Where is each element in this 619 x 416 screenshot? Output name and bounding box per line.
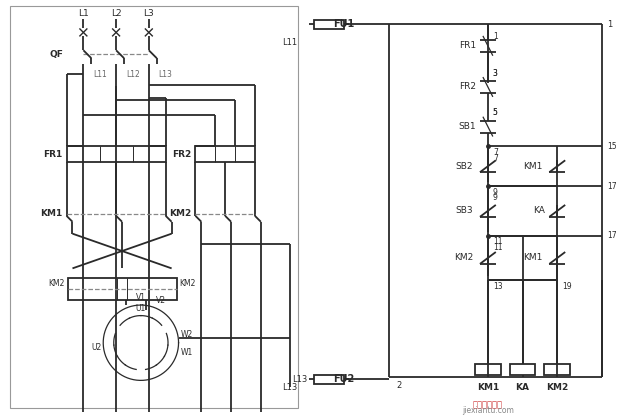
Text: L1: L1 bbox=[78, 9, 89, 18]
Text: L11: L11 bbox=[93, 69, 107, 79]
Text: W2: W2 bbox=[181, 330, 193, 339]
Text: L12: L12 bbox=[126, 69, 140, 79]
Text: KM1: KM1 bbox=[477, 383, 499, 392]
Text: 1: 1 bbox=[493, 32, 498, 41]
Text: L3: L3 bbox=[144, 9, 154, 18]
Text: FR1: FR1 bbox=[459, 41, 476, 50]
Bar bbox=[475, 364, 501, 376]
Text: SB1: SB1 bbox=[458, 122, 476, 131]
Text: 15: 15 bbox=[607, 142, 617, 151]
Text: FU1: FU1 bbox=[333, 20, 354, 30]
Text: KM2: KM2 bbox=[454, 253, 473, 262]
Bar bbox=[314, 375, 344, 384]
Bar bbox=[196, 146, 255, 162]
Text: L11: L11 bbox=[282, 38, 298, 47]
Text: U2: U2 bbox=[91, 343, 102, 352]
Text: L2: L2 bbox=[111, 9, 121, 18]
Text: 11: 11 bbox=[493, 237, 503, 246]
Text: KM2: KM2 bbox=[48, 279, 64, 288]
Text: KM2: KM2 bbox=[546, 383, 568, 392]
Text: 17: 17 bbox=[607, 231, 617, 240]
Text: KA: KA bbox=[534, 206, 545, 215]
Text: 3: 3 bbox=[493, 69, 498, 77]
Text: KM2: KM2 bbox=[180, 279, 196, 288]
Bar bbox=[544, 364, 570, 376]
Text: 1: 1 bbox=[607, 20, 612, 29]
Text: QF: QF bbox=[50, 50, 64, 59]
Text: 17: 17 bbox=[607, 182, 617, 191]
Text: 7: 7 bbox=[493, 148, 498, 157]
Text: 11: 11 bbox=[493, 243, 503, 252]
Text: jiexiantu.com: jiexiantu.com bbox=[462, 406, 514, 415]
Text: L13: L13 bbox=[158, 69, 173, 79]
Text: 19: 19 bbox=[562, 282, 572, 291]
Text: KM1: KM1 bbox=[523, 162, 542, 171]
Text: KM2: KM2 bbox=[169, 209, 191, 218]
Bar bbox=[67, 278, 176, 300]
Text: 5: 5 bbox=[493, 108, 498, 117]
Bar bbox=[314, 20, 344, 29]
Bar bbox=[10, 6, 298, 408]
Bar bbox=[509, 364, 535, 376]
Text: 3: 3 bbox=[493, 69, 498, 77]
Bar bbox=[66, 146, 166, 162]
Text: W1: W1 bbox=[181, 348, 193, 357]
Text: L13: L13 bbox=[282, 383, 298, 392]
Text: V1: V1 bbox=[136, 292, 146, 302]
Text: 电工技术之家: 电工技术之家 bbox=[473, 401, 503, 410]
Text: SB3: SB3 bbox=[456, 206, 473, 215]
Text: KM1: KM1 bbox=[523, 253, 542, 262]
Text: 7: 7 bbox=[493, 154, 498, 163]
Text: FU2: FU2 bbox=[333, 374, 354, 384]
Text: 9: 9 bbox=[493, 188, 498, 196]
Text: U1: U1 bbox=[136, 304, 146, 312]
Text: KM1: KM1 bbox=[40, 209, 63, 218]
Text: V2: V2 bbox=[156, 296, 166, 305]
Text: SB2: SB2 bbox=[456, 162, 473, 171]
Text: 13: 13 bbox=[493, 282, 503, 291]
Text: FR1: FR1 bbox=[43, 150, 63, 159]
Text: 9: 9 bbox=[493, 193, 498, 203]
Text: FR2: FR2 bbox=[172, 150, 191, 159]
Text: 5: 5 bbox=[493, 108, 498, 117]
Text: FR2: FR2 bbox=[459, 82, 476, 92]
Text: KA: KA bbox=[516, 383, 530, 392]
Text: 2: 2 bbox=[397, 381, 402, 390]
Text: L13: L13 bbox=[292, 375, 308, 384]
